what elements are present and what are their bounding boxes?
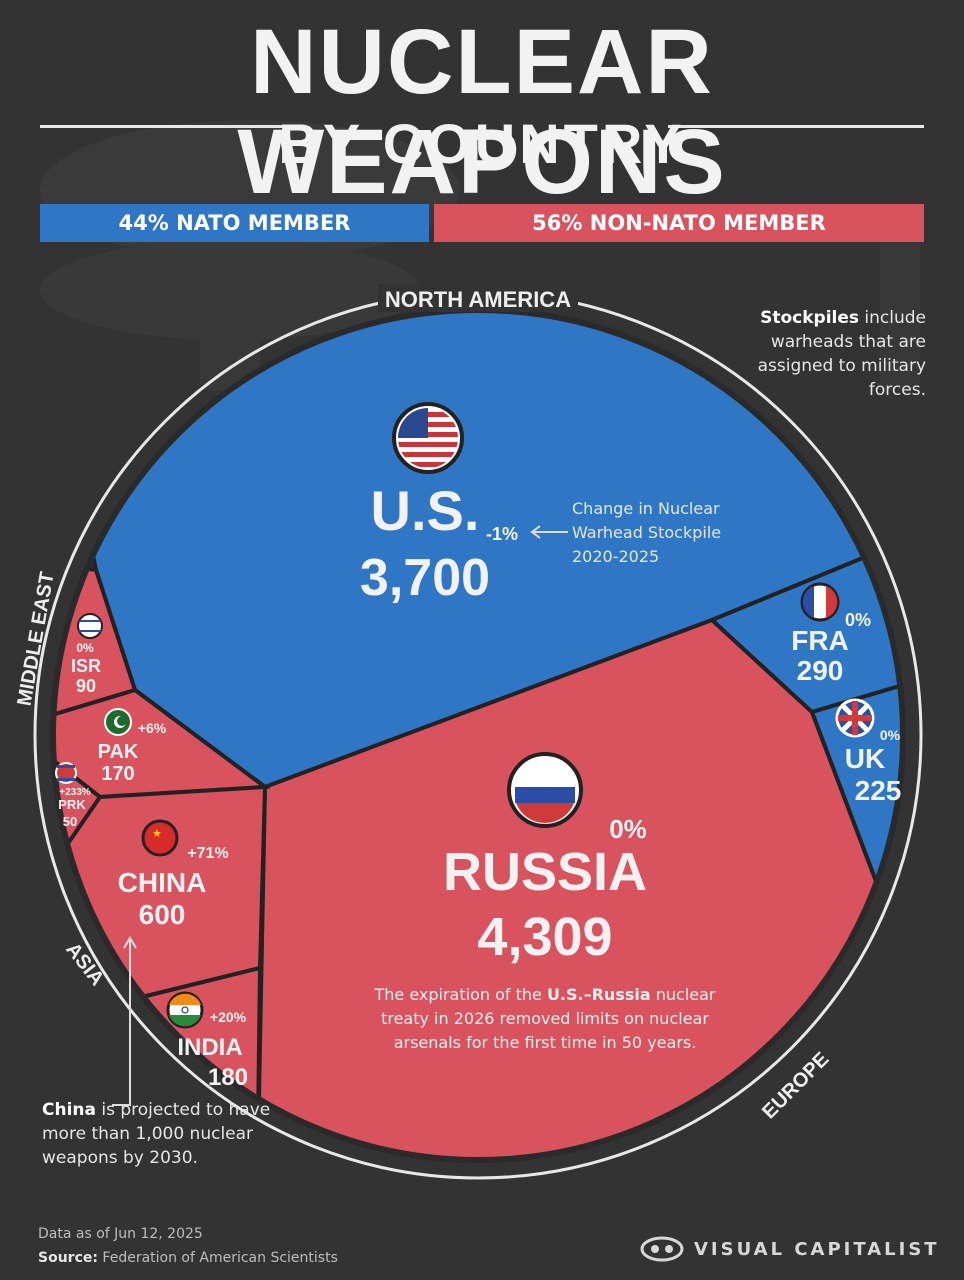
country-value-russia: 4,309: [477, 907, 612, 967]
france-flag-icon: [800, 582, 840, 622]
country-value-india: 180: [208, 1064, 248, 1091]
uk-flag-icon: [835, 698, 875, 738]
country-name-india: INDIA: [177, 1034, 242, 1061]
russia-note-line-3: arsenals for the first time in 50 years.: [394, 1033, 697, 1052]
footer-source-text: Federation of American Scientists: [102, 1250, 338, 1266]
change-note-line-2: Warhead Stockpile: [572, 523, 721, 542]
footer-date: Data as of Jun 12, 2025: [38, 1226, 203, 1242]
stockpile-note: Stockpiles include warheads that are ass…: [726, 306, 926, 402]
country-value-isr: 90: [76, 676, 96, 696]
country-change-isr: 0%: [76, 641, 94, 655]
nato-legend-bar: 44% NATO MEMBER: [40, 204, 429, 242]
country-name-pak: PAK: [98, 741, 139, 763]
country-value-uk: 225: [855, 775, 902, 806]
subtitle-rule-left: [40, 125, 295, 128]
stockpile-note-bold: Stockpiles: [760, 308, 859, 328]
country-value-prk: 50: [63, 814, 77, 829]
brand-name: VISUAL CAPITALIST: [694, 1238, 940, 1260]
voronoi-cells: [53, 310, 903, 1160]
change-note-line-1: Change in Nuclear: [572, 499, 720, 518]
cell-france: [708, 552, 903, 715]
russia-note-line-2: treaty in 2026 removed limits on nuclear: [381, 1009, 709, 1028]
footer-source-label: Source:: [38, 1250, 98, 1266]
page-title: NUCLEAR WEAPONS: [237, 11, 727, 213]
region-label-middle-east: MIDDLE EAST: [13, 570, 58, 707]
country-change-prk: +233%: [59, 787, 91, 798]
china-note-arrow: [112, 940, 131, 1106]
cell-north-korea: [53, 756, 103, 863]
country-name-uk: UK: [845, 743, 885, 774]
visual-capitalist-logo: VISUAL CAPITALIST: [640, 1236, 940, 1262]
country-change-china: +71%: [187, 845, 228, 862]
china-note-bold: China: [42, 1100, 96, 1120]
region-label-europe: EUROPE: [758, 1048, 833, 1123]
country-value-china: 600: [139, 899, 186, 930]
israel-flag-icon: [77, 613, 103, 639]
pakistan-flag-icon: [104, 708, 132, 736]
svg-text:★: ★: [152, 827, 162, 840]
country-name-us: U.S.: [371, 479, 480, 542]
india-flag-icon: [166, 991, 204, 1029]
region-label-asia: ASIA: [61, 939, 108, 990]
country-labels: U.S.3,700-1%RUSSIA4,3090%FRA2900%UK2250%…: [58, 479, 901, 1091]
nato-legend-label: 44% NATO MEMBER: [118, 211, 351, 235]
country-change-us: -1%: [486, 524, 518, 544]
non-nato-legend-bar: 56% NON-NATO MEMBER: [434, 204, 924, 242]
country-name-russia: RUSSIA: [443, 842, 647, 902]
country-value-pak: 170: [101, 763, 134, 785]
subtitle-rule-right: [668, 125, 924, 128]
country-change-russia: 0%: [609, 814, 647, 844]
china-note-text: is projected to have more than 1,000 nuc…: [42, 1100, 271, 1168]
country-name-china: CHINA: [118, 867, 207, 898]
region-label-north-america: NORTH AMERICA: [385, 287, 571, 312]
country-name-fra: FRA: [791, 625, 849, 656]
country-change-pak: +6%: [138, 720, 167, 736]
country-value-fra: 290: [797, 655, 844, 686]
china-flag-icon: ★: [141, 819, 179, 857]
change-note-line-3: 2020-2025: [572, 547, 659, 566]
us-flag-icon: [392, 402, 464, 474]
stockpile-note-text: include warheads that are assigned to mi…: [757, 308, 926, 400]
visual-capitalist-icon: [640, 1236, 684, 1262]
country-change-uk: 0%: [880, 727, 901, 743]
china-note: China is projected to have more than 1,0…: [42, 1098, 282, 1170]
country-name-prk: PRK: [58, 797, 86, 812]
country-value-us: 3,700: [360, 549, 490, 607]
page-subtitle: BY COUNTRY: [278, 112, 686, 175]
country-change-india: +20%: [210, 1009, 247, 1025]
non-nato-legend-label: 56% NON-NATO MEMBER: [532, 211, 826, 235]
country-change-fra: 0%: [845, 610, 871, 630]
russia-flag-icon: [507, 752, 583, 828]
country-name-isr: ISR: [71, 656, 101, 676]
north-korea-flag-icon: [55, 762, 77, 784]
footer-source: Source: Federation of American Scientist…: [38, 1250, 338, 1266]
russia-note-line-1: The expiration of the U.S.–Russia nuclea…: [373, 985, 715, 1004]
